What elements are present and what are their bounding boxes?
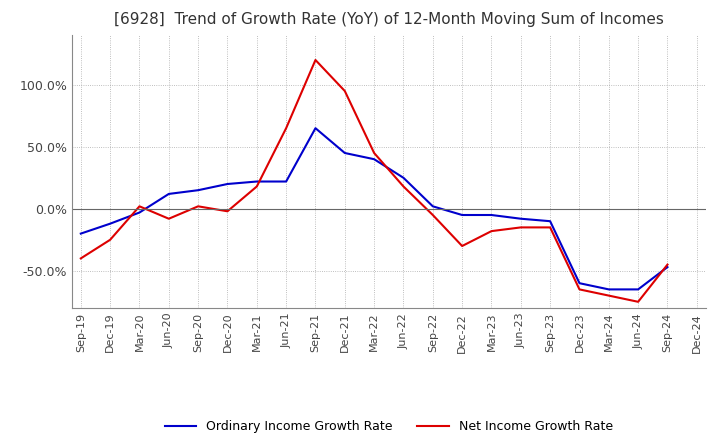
Ordinary Income Growth Rate: [194, 187, 202, 193]
Ordinary Income Growth Rate: [282, 179, 290, 184]
Ordinary Income Growth Rate: [76, 231, 85, 236]
Ordinary Income Growth Rate: [311, 125, 320, 131]
Ordinary Income Growth Rate: [370, 157, 379, 162]
Legend: Ordinary Income Growth Rate, Net Income Growth Rate: Ordinary Income Growth Rate, Net Income …: [160, 415, 618, 438]
Ordinary Income Growth Rate: [487, 213, 496, 218]
Ordinary Income Growth Rate: [106, 221, 114, 226]
Ordinary Income Growth Rate: [399, 175, 408, 180]
Ordinary Income Growth Rate: [516, 216, 525, 221]
Net Income Growth Rate: [487, 228, 496, 234]
Line: Net Income Growth Rate: Net Income Growth Rate: [81, 60, 667, 302]
Net Income Growth Rate: [516, 225, 525, 230]
Net Income Growth Rate: [253, 184, 261, 189]
Net Income Growth Rate: [76, 256, 85, 261]
Ordinary Income Growth Rate: [458, 213, 467, 218]
Net Income Growth Rate: [135, 204, 144, 209]
Net Income Growth Rate: [164, 216, 173, 221]
Net Income Growth Rate: [282, 125, 290, 131]
Net Income Growth Rate: [428, 213, 437, 218]
Net Income Growth Rate: [311, 57, 320, 62]
Title: [6928]  Trend of Growth Rate (YoY) of 12-Month Moving Sum of Incomes: [6928] Trend of Growth Rate (YoY) of 12-…: [114, 12, 664, 27]
Net Income Growth Rate: [546, 225, 554, 230]
Ordinary Income Growth Rate: [546, 219, 554, 224]
Net Income Growth Rate: [370, 150, 379, 156]
Line: Ordinary Income Growth Rate: Ordinary Income Growth Rate: [81, 128, 667, 290]
Net Income Growth Rate: [575, 287, 584, 292]
Ordinary Income Growth Rate: [428, 204, 437, 209]
Ordinary Income Growth Rate: [223, 181, 232, 187]
Net Income Growth Rate: [341, 88, 349, 94]
Net Income Growth Rate: [194, 204, 202, 209]
Ordinary Income Growth Rate: [341, 150, 349, 156]
Ordinary Income Growth Rate: [605, 287, 613, 292]
Net Income Growth Rate: [399, 184, 408, 189]
Net Income Growth Rate: [663, 262, 672, 267]
Ordinary Income Growth Rate: [135, 210, 144, 215]
Net Income Growth Rate: [458, 243, 467, 249]
Net Income Growth Rate: [223, 209, 232, 214]
Net Income Growth Rate: [605, 293, 613, 298]
Net Income Growth Rate: [106, 237, 114, 242]
Ordinary Income Growth Rate: [253, 179, 261, 184]
Ordinary Income Growth Rate: [663, 264, 672, 270]
Ordinary Income Growth Rate: [634, 287, 642, 292]
Ordinary Income Growth Rate: [575, 281, 584, 286]
Ordinary Income Growth Rate: [164, 191, 173, 197]
Net Income Growth Rate: [634, 299, 642, 304]
